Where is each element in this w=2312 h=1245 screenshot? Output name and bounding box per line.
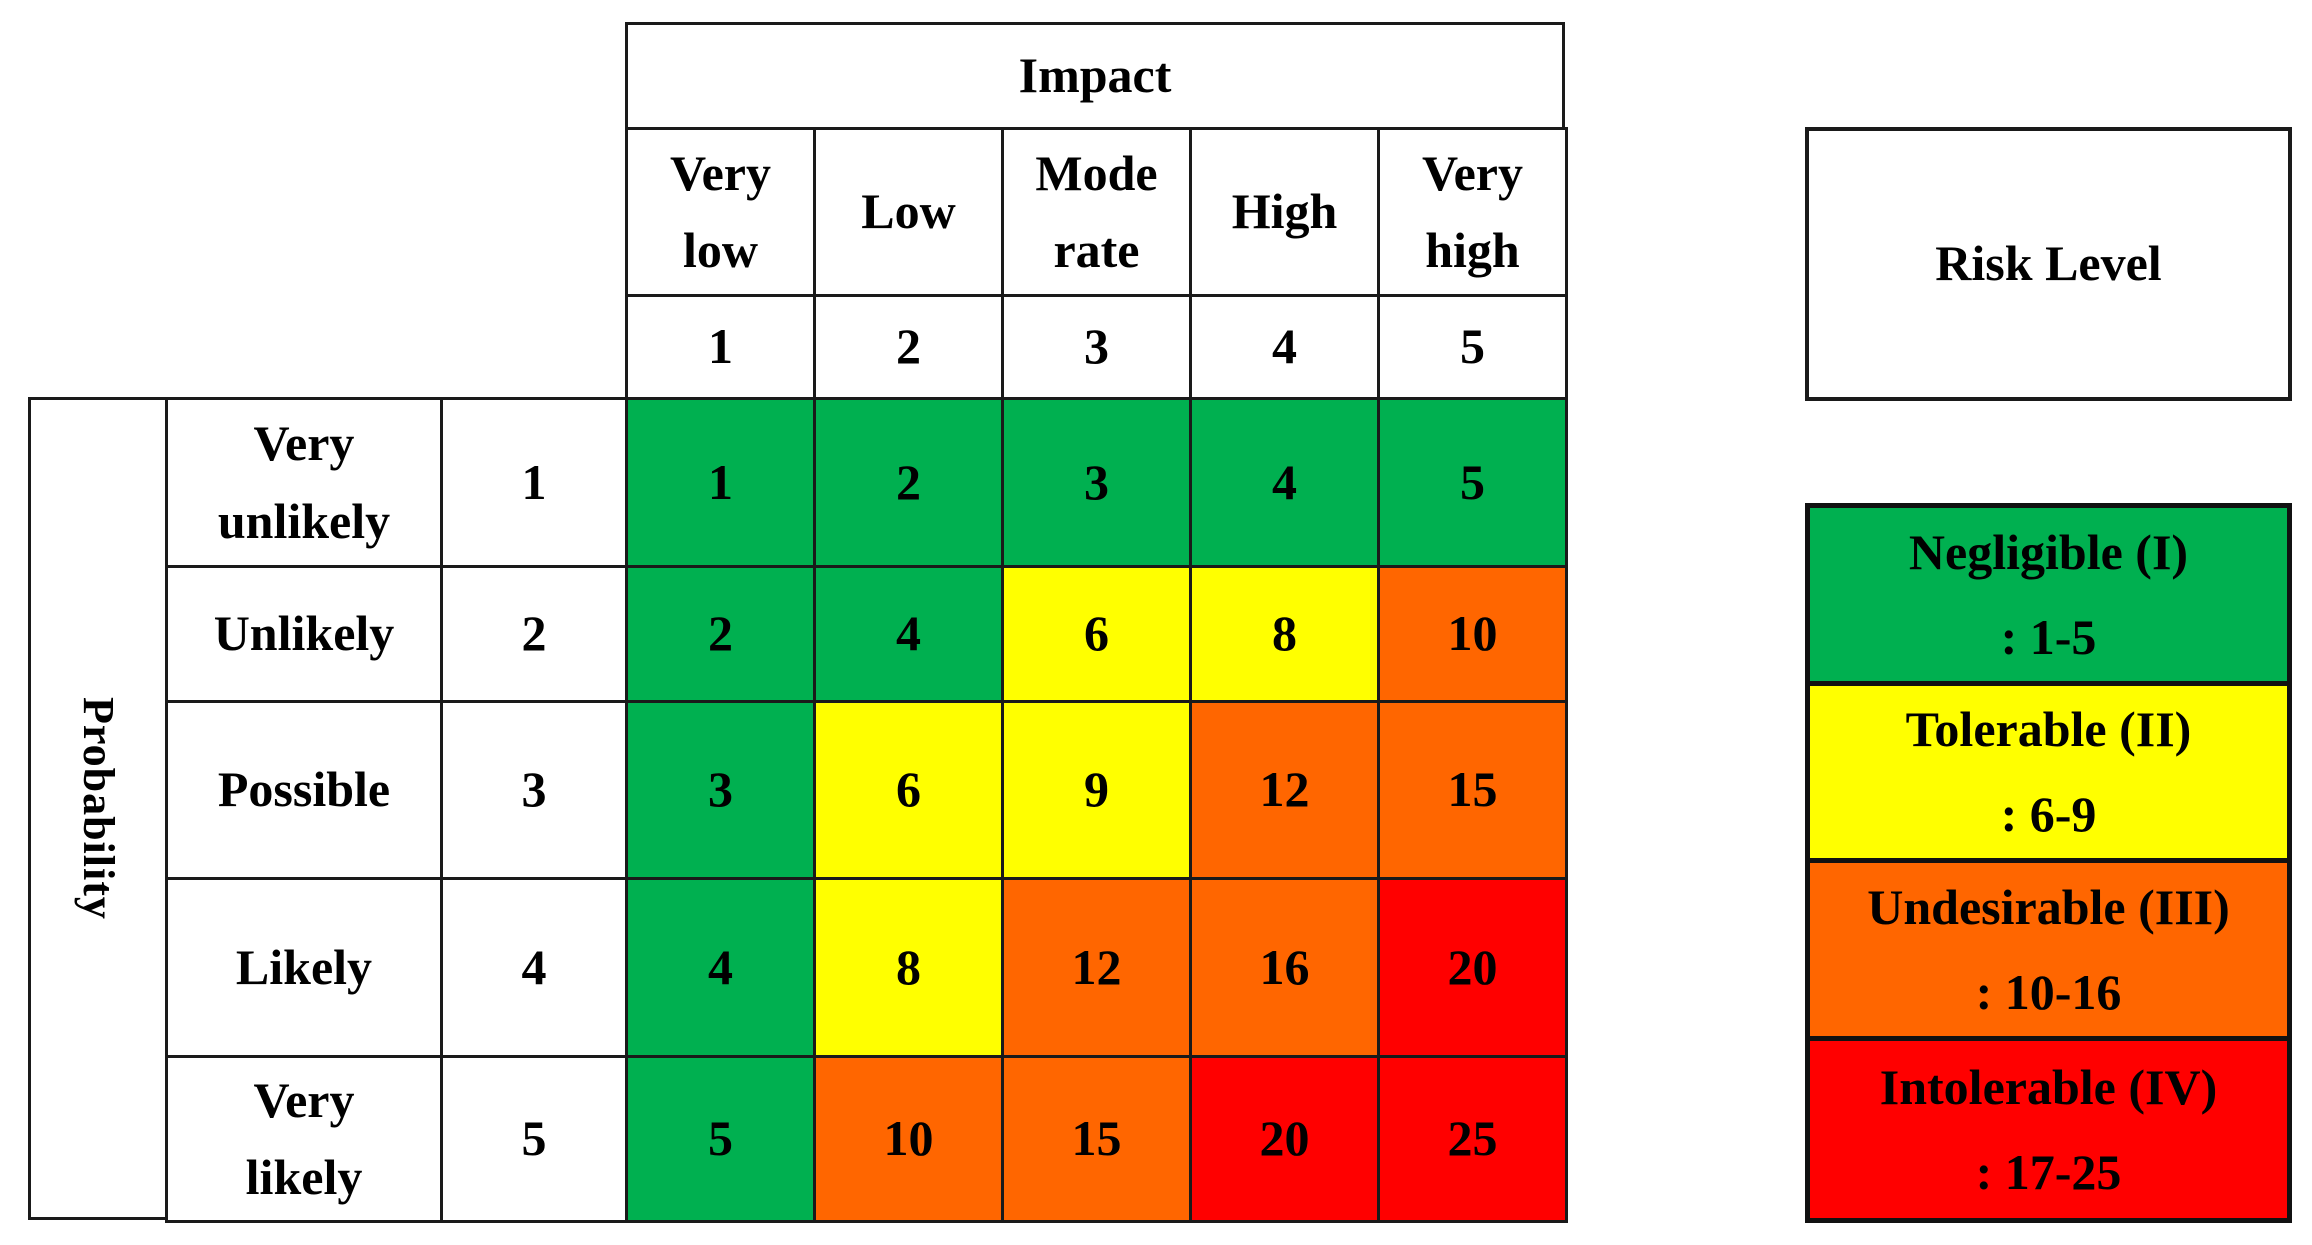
legend-item-name: Tolerable (II) — [1905, 701, 2192, 757]
impact-label-5: Very high — [1377, 127, 1568, 297]
impact-label-3: Mode rate — [1001, 127, 1192, 297]
legend-item-name: Undesirable (III) — [1867, 878, 2230, 935]
impact-title: Impact — [625, 22, 1565, 130]
matrix-cell-r5-c4: 20 — [1189, 1055, 1380, 1223]
legend-title: Risk Level — [1805, 127, 2292, 401]
matrix-cell-r2-c2: 4 — [813, 565, 1004, 703]
legend-item-name: Negligible (I) — [1908, 523, 2189, 580]
legend-item-1: Negligible (I) : 1-5 — [1805, 503, 2292, 686]
matrix-cell-r2-c3: 6 — [1001, 565, 1192, 703]
impact-score-2: 2 — [813, 294, 1004, 400]
matrix-cell-r2-c4: 8 — [1189, 565, 1380, 703]
probability-score-1: 1 — [440, 397, 628, 568]
probability-label-3: Possible — [165, 700, 443, 880]
probability-label-2: Unlikely — [165, 565, 443, 703]
matrix-cell-r3-c4: 12 — [1189, 700, 1380, 880]
probability-label-4: Likely — [165, 877, 443, 1058]
matrix-cell-r4-c3: 12 — [1001, 877, 1192, 1058]
legend-item-2: Tolerable (II) : 6-9 — [1805, 681, 2292, 863]
impact-label-4: High — [1189, 127, 1380, 297]
matrix-cell-r3-c1: 3 — [625, 700, 816, 880]
matrix-cell-r5-c3: 15 — [1001, 1055, 1192, 1223]
probability-label-5: Very likely — [165, 1055, 443, 1223]
legend-item-range: : 1-5 — [2000, 608, 2097, 665]
legend-item-range: : 6-9 — [2000, 786, 2097, 842]
matrix-cell-r2-c5: 10 — [1377, 565, 1568, 703]
impact-score-1: 1 — [625, 294, 816, 400]
legend-item-range: : 17-25 — [1975, 1143, 2122, 1200]
matrix-cell-r5-c5: 25 — [1377, 1055, 1568, 1223]
matrix-cell-r3-c2: 6 — [813, 700, 1004, 880]
matrix-cell-r3-c5: 15 — [1377, 700, 1568, 880]
matrix-cell-r1-c2: 2 — [813, 397, 1004, 568]
matrix-cell-r1-c4: 4 — [1189, 397, 1380, 568]
matrix-cell-r1-c1: 1 — [625, 397, 816, 568]
matrix-cell-r4-c2: 8 — [813, 877, 1004, 1058]
probability-score-3: 3 — [440, 700, 628, 880]
impact-score-5: 5 — [1377, 294, 1568, 400]
impact-score-4: 4 — [1189, 294, 1380, 400]
impact-label-2: Low — [813, 127, 1004, 297]
probability-title-cell: Probability — [28, 397, 168, 1220]
matrix-cell-r4-c4: 16 — [1189, 877, 1380, 1058]
impact-score-3: 3 — [1001, 294, 1192, 400]
matrix-cell-r5-c2: 10 — [813, 1055, 1004, 1223]
matrix-cell-r1-c5: 5 — [1377, 397, 1568, 568]
impact-label-1: Very low — [625, 127, 816, 297]
matrix-cell-r4-c5: 20 — [1377, 877, 1568, 1058]
probability-label-1: Very unlikely — [165, 397, 443, 568]
legend-item-4: Intolerable (IV) : 17-25 — [1805, 1036, 2292, 1223]
matrix-cell-r5-c1: 5 — [625, 1055, 816, 1223]
probability-title: Probability — [74, 697, 124, 920]
legend-item-3: Undesirable (III) : 10-16 — [1805, 858, 2292, 1041]
matrix-cell-r4-c1: 4 — [625, 877, 816, 1058]
probability-score-4: 4 — [440, 877, 628, 1058]
matrix-cell-r1-c3: 3 — [1001, 397, 1192, 568]
matrix-cell-r2-c1: 2 — [625, 565, 816, 703]
probability-score-5: 5 — [440, 1055, 628, 1223]
legend-item-name: Intolerable (IV) — [1879, 1058, 2218, 1115]
probability-score-2: 2 — [440, 565, 628, 703]
matrix-cell-r3-c3: 9 — [1001, 700, 1192, 880]
legend-item-range: : 10-16 — [1975, 963, 2122, 1020]
